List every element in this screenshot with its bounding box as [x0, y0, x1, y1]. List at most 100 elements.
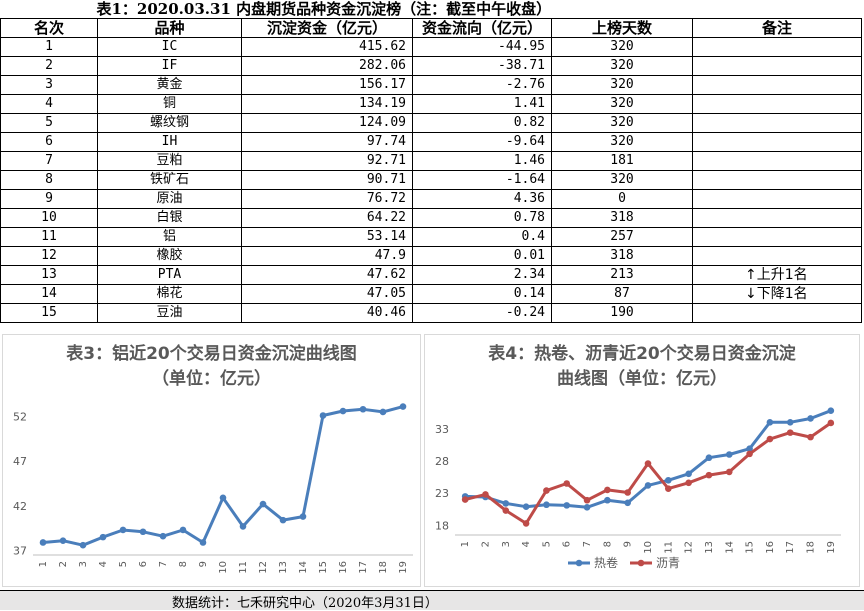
cell-note	[691, 113, 863, 133]
cell-note	[691, 151, 863, 171]
chart4-title-line2: 曲线图（单位：亿元）	[557, 369, 727, 389]
x-tick-label: 2	[58, 561, 69, 567]
x-tick-label: 15	[318, 561, 329, 574]
data-point	[159, 532, 167, 540]
y-tick-label: 18	[435, 519, 449, 532]
table-header-row: 名次 品种 沉淀资金（亿元） 资金流向（亿元） 上榜天数 备注	[0, 18, 863, 38]
data-point	[786, 419, 794, 426]
series-line-2	[464, 421, 832, 525]
header-flow: 资金流向（亿元）	[412, 18, 552, 38]
cell-flow: -38.71	[412, 56, 552, 76]
chart4-title-line1: 表4：热卷、沥青近20个交易日资金沉淀	[488, 344, 796, 364]
x-tick-label: 7	[158, 561, 169, 567]
data-point	[461, 496, 469, 503]
cell-rank: 15	[0, 303, 98, 323]
cell-flow: 0.78	[412, 208, 552, 228]
data-point	[199, 539, 207, 546]
x-tick-label: 8	[178, 561, 189, 567]
cell-funds: 92.71	[241, 151, 413, 171]
legend-label-2: 沥青	[656, 556, 680, 570]
cell-days: 181	[551, 151, 693, 171]
header-note: 备注	[691, 18, 863, 38]
data-point	[339, 407, 347, 415]
table-row: 13 PTA 47.62 2.34 213 ↑上升1名	[0, 265, 863, 285]
x-tick-label: 5	[541, 541, 552, 547]
data-point	[807, 433, 814, 441]
cell-name: 原油	[97, 189, 242, 209]
cell-funds: 76.72	[241, 189, 413, 209]
cell-rank: 2	[0, 56, 98, 76]
cell-name: 棉花	[97, 284, 242, 304]
cell-funds: 47.9	[241, 246, 413, 266]
cell-days: 257	[551, 227, 693, 247]
y-tick-label: 47	[13, 455, 27, 468]
cell-flow: 0.01	[412, 246, 552, 266]
legend-label-1: 热卷	[594, 555, 618, 570]
cell-rank: 5	[0, 113, 98, 133]
cell-note	[691, 94, 863, 114]
data-point	[239, 523, 247, 530]
data-point	[502, 507, 510, 514]
cell-days: 190	[551, 303, 693, 323]
x-tick-label: 11	[238, 561, 249, 574]
x-tick-label: 10	[643, 541, 654, 554]
data-point	[543, 501, 550, 509]
data-point	[482, 491, 489, 498]
table-row: 6 IH 97.74 -9.64 320	[0, 132, 863, 152]
table-row: 2 IF 282.06 -38.71 320	[0, 56, 863, 76]
cell-name: IC	[97, 37, 242, 57]
table-row: 8 铁矿石 90.71 -1.64 320	[0, 170, 863, 190]
cell-flow: 0.14	[412, 284, 552, 304]
cell-funds: 134.19	[241, 94, 413, 114]
data-point	[563, 502, 571, 509]
cell-days: 320	[551, 94, 693, 114]
table-row: 3 黄金 156.17 -2.76 320	[0, 75, 863, 95]
x-tick-label: 17	[358, 561, 369, 574]
x-tick-label: 10	[218, 561, 229, 574]
fund-ranking-table: 表1：2020.03.31 内盘期货品种资金沉淀榜（注：截至中午收盘） 名次 品…	[0, 0, 863, 323]
cell-note	[691, 37, 863, 57]
cell-rank: 1	[0, 37, 98, 57]
cell-note	[691, 189, 863, 209]
data-point	[746, 450, 753, 458]
table-row: 4 铜 134.19 1.41 320	[0, 94, 863, 114]
cell-rank: 7	[0, 151, 98, 171]
cell-note	[691, 132, 863, 152]
cell-name: IF	[97, 56, 242, 76]
aluminum-chart-panel: 表3：铝近20个交易日资金沉淀曲线图 （单位：亿元） 37 42 47 52 1 2 3 4 5…	[2, 334, 421, 587]
data-point	[725, 451, 733, 458]
cell-funds: 90.71	[241, 170, 413, 190]
cell-note	[691, 227, 863, 247]
cell-flow: 4.36	[412, 189, 552, 209]
x-tick-label: 6	[138, 561, 149, 567]
cell-funds: 64.22	[241, 208, 413, 228]
data-point	[219, 494, 227, 502]
data-point	[766, 435, 774, 443]
cell-flow: 1.46	[412, 151, 552, 171]
data-point	[827, 419, 835, 427]
cell-rank: 11	[0, 227, 98, 247]
x-tick-label: 12	[684, 541, 695, 554]
x-tick-label: 15	[745, 541, 756, 554]
cell-funds: 124.09	[241, 113, 413, 133]
header-name: 品种	[97, 18, 242, 38]
x-tick-label: 18	[378, 561, 389, 574]
y-tick-label: 33	[435, 423, 449, 436]
cell-name: 铜	[97, 94, 242, 114]
data-point	[786, 429, 794, 436]
y-tick-label: 28	[435, 455, 449, 468]
cell-flow: 1.41	[412, 94, 552, 114]
data-point	[379, 408, 387, 416]
data-point	[665, 476, 672, 484]
x-tick-label: 13	[704, 541, 715, 554]
data-point	[543, 487, 550, 494]
cell-days: 87	[551, 284, 693, 304]
x-tick-label: 2	[480, 541, 491, 547]
x-tick-label: 16	[765, 541, 776, 554]
cell-note	[691, 246, 863, 266]
cell-name: 螺纹钢	[97, 113, 242, 133]
legend-marker-2	[637, 559, 645, 567]
cell-rank: 3	[0, 75, 98, 95]
data-point	[39, 539, 47, 546]
cell-name: 豆油	[97, 303, 242, 323]
